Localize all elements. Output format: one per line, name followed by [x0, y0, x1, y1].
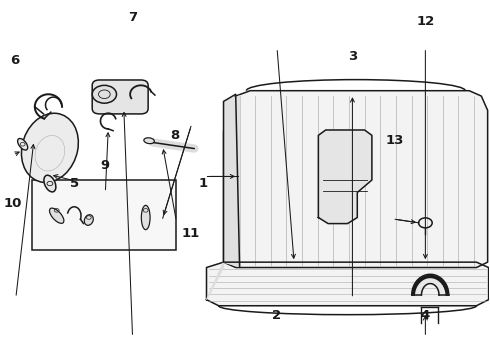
Ellipse shape [49, 208, 64, 223]
Polygon shape [206, 262, 223, 300]
Ellipse shape [141, 205, 150, 230]
Text: 12: 12 [416, 14, 435, 27]
Polygon shape [318, 130, 372, 224]
Polygon shape [206, 262, 489, 306]
Bar [32, 180, 176, 249]
Ellipse shape [22, 113, 78, 183]
Text: 2: 2 [272, 309, 282, 322]
Ellipse shape [144, 138, 154, 144]
Circle shape [92, 85, 117, 103]
Text: 6: 6 [10, 54, 19, 67]
Text: 3: 3 [348, 50, 357, 63]
Text: 7: 7 [128, 11, 137, 24]
Ellipse shape [44, 175, 56, 192]
Ellipse shape [84, 215, 93, 225]
Text: 9: 9 [101, 159, 110, 172]
Ellipse shape [18, 139, 28, 150]
Text: 10: 10 [4, 197, 22, 210]
Text: 5: 5 [70, 177, 79, 190]
FancyBboxPatch shape [92, 80, 148, 114]
Text: 4: 4 [421, 309, 430, 322]
Polygon shape [223, 96, 240, 266]
Text: 8: 8 [170, 129, 179, 142]
Text: 11: 11 [182, 227, 200, 240]
Text: 1: 1 [199, 177, 208, 190]
Text: 13: 13 [386, 134, 404, 147]
Polygon shape [412, 274, 449, 295]
Polygon shape [223, 91, 488, 267]
